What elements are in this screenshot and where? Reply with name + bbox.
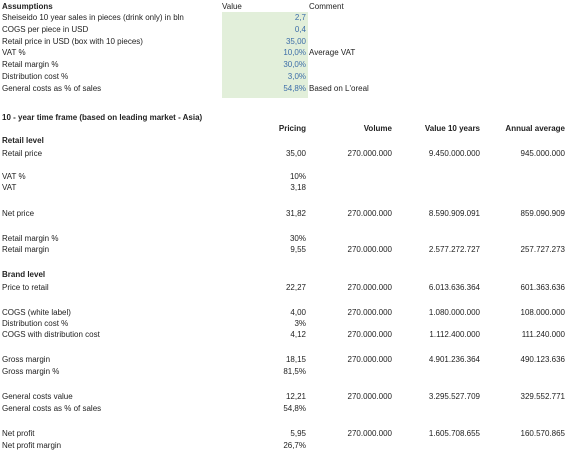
row-label: Gross margin	[2, 355, 51, 364]
cell-volume: 270.000.000	[347, 308, 393, 317]
cell-value10: 1.080.000.000	[428, 308, 480, 317]
cell-value10: 2.577.272.727	[428, 245, 480, 254]
cell-pricing: 9,55	[290, 245, 306, 254]
column-header: Pricing	[278, 124, 306, 133]
cell-volume: 270.000.000	[347, 149, 393, 158]
row-label: Net price	[2, 209, 35, 218]
cell-pricing: 18,15	[285, 355, 306, 364]
assumption-value: 10,0%	[283, 48, 306, 58]
assumption-label: Retail margin %	[2, 60, 59, 70]
cell-volume: 270.000.000	[347, 330, 393, 339]
section-label: Brand level	[2, 270, 46, 279]
cell-annual: 945.000.000	[520, 149, 566, 158]
column-header: Value	[222, 2, 242, 11]
row-label: Net profit margin	[2, 441, 62, 450]
column-header: Value 10 years	[424, 124, 480, 133]
cell-volume: 270.000.000	[347, 209, 393, 218]
cell-value10: 9.450.000.000	[428, 149, 480, 158]
cell-value10: 1.605.708.655	[428, 429, 480, 438]
cell-annual: 111.240.000	[521, 330, 565, 339]
cell-volume: 270.000.000	[347, 392, 393, 401]
assumption-label: General costs as % of sales	[2, 83, 102, 93]
cell-value10: 3.295.527.709	[428, 392, 480, 401]
cell-pricing: 5,95	[290, 429, 306, 438]
cell-annual: 601.363.636	[520, 283, 566, 292]
column-header: Annual average	[505, 124, 565, 133]
input-cells	[222, 12, 308, 98]
cell-pricing: 54,8%	[283, 404, 306, 413]
assumption-label: Sheiseido 10 year sales in pieces (drink…	[2, 13, 184, 22]
row-label: Retail price	[2, 149, 43, 158]
row-label: Retail margin %	[2, 234, 59, 243]
cell-annual: 108.000.000	[520, 308, 566, 317]
assumption-value: 0,4	[294, 24, 306, 34]
assumption-label: VAT %	[2, 48, 26, 58]
row-label: Retail margin	[2, 245, 50, 254]
cell-volume: 270.000.000	[347, 245, 393, 254]
cell-pricing: 35,00	[285, 149, 306, 158]
row-label: VAT %	[2, 172, 26, 181]
row-label: Price to retail	[2, 283, 49, 292]
cell-pricing: 4,00	[290, 308, 306, 317]
cell-annual: 329.552.771	[520, 392, 566, 401]
cell-pricing: 4,12	[290, 330, 306, 339]
assumption-comment: Based on L'oreal	[309, 83, 369, 93]
assumption-value: 30,0%	[283, 60, 306, 70]
row-label: General costs as % of sales	[2, 404, 102, 413]
row-label: Gross margin %	[2, 367, 60, 376]
assumption-value: 54,8%	[283, 83, 306, 93]
section-title: 10 - year time frame (based on leading m…	[2, 113, 203, 122]
assumption-value: 35,00	[285, 36, 306, 46]
cell-pricing: 31,82	[285, 209, 306, 218]
assumption-comment: Average VAT	[309, 48, 356, 58]
column-header: Volume	[363, 124, 392, 133]
cell-value10: 4.901.236.364	[428, 355, 480, 364]
cell-volume: 270.000.000	[347, 355, 393, 364]
cell-annual: 490.123.636	[520, 355, 566, 364]
cell-pricing: 81,5%	[283, 367, 306, 376]
row-label: COGS (white label)	[2, 308, 71, 317]
cell-volume: 270.000.000	[347, 429, 393, 438]
row-label: COGS with distribution cost	[2, 330, 100, 339]
cell-pricing: 30%	[289, 234, 306, 243]
column-header: Comment	[309, 2, 344, 11]
row-label: Distribution cost %	[2, 319, 69, 328]
cell-pricing: 3%	[294, 319, 306, 328]
cell-pricing: 10%	[289, 172, 306, 181]
cell-annual: 257.727.273	[520, 245, 566, 254]
cell-value10: 1.112.400.000	[429, 330, 480, 339]
cell-annual: 160.570.865	[520, 429, 566, 438]
cell-annual: 859.090.909	[520, 209, 566, 218]
cell-value10: 8.590.909.091	[428, 209, 480, 218]
assumption-label: Distribution cost %	[2, 72, 69, 81]
cell-pricing: 22,27	[285, 283, 306, 292]
row-label: General costs value	[2, 392, 73, 401]
assumption-value: 3,0%	[287, 72, 306, 81]
section-title: Assumptions	[2, 2, 53, 11]
assumption-value: 2,7	[294, 13, 306, 22]
assumption-label: Retail price in USD (box with 10 pieces)	[2, 36, 143, 46]
cell-pricing: 3,18	[290, 183, 306, 192]
cell-volume: 270.000.000	[347, 283, 393, 292]
cell-value10: 6.013.636.364	[428, 283, 480, 292]
row-label: VAT	[2, 183, 17, 192]
cell-pricing: 26,7%	[283, 441, 306, 450]
assumption-label: COGS per piece in USD	[2, 24, 89, 34]
section-label: Retail level	[2, 136, 44, 145]
cell-pricing: 12,21	[285, 392, 306, 401]
row-label: Net profit	[2, 429, 35, 438]
